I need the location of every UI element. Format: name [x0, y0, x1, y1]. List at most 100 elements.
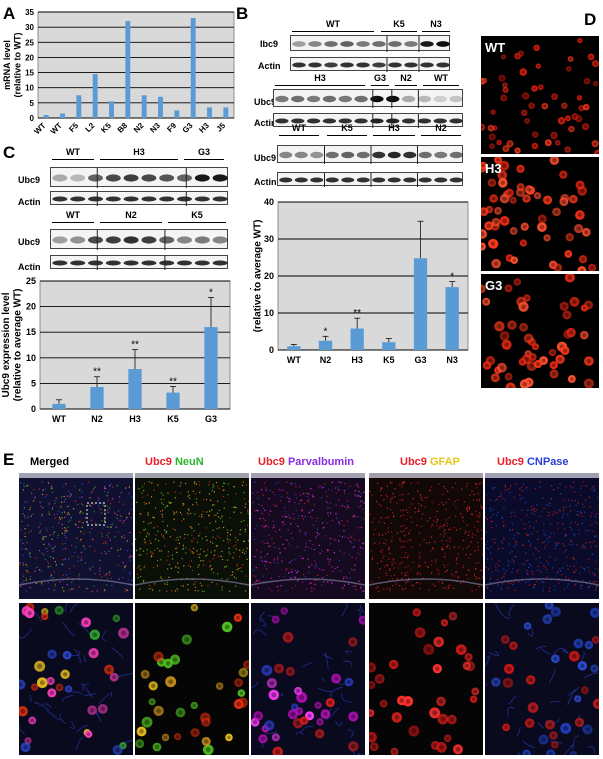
cell-dot	[273, 524, 275, 527]
cell-dot	[152, 566, 154, 569]
cell-nucleus	[516, 149, 519, 152]
cell-dot	[476, 515, 478, 517]
cell-dot	[457, 499, 459, 501]
x-tick-label: WT	[52, 414, 66, 424]
cell-nucleus	[500, 76, 504, 80]
blot-group-label: H3	[388, 123, 400, 133]
cell-nucleus	[545, 236, 549, 240]
cell-dot	[584, 569, 586, 571]
cell-dot	[270, 577, 272, 579]
cell-dot	[401, 588, 403, 590]
cell-dot	[254, 538, 256, 540]
cell-dot	[567, 514, 569, 516]
blot-group-label: G3	[197, 147, 210, 157]
e-zoom-3	[369, 603, 483, 755]
cell	[491, 258, 501, 269]
cell-dot	[567, 583, 569, 585]
cell-dot	[405, 551, 407, 554]
cell-dot	[248, 540, 249, 542]
cell-dot	[257, 491, 259, 493]
cell-dot	[580, 485, 582, 487]
cell-nucleus	[587, 643, 591, 647]
cell-dot	[402, 499, 404, 501]
cell-dot	[597, 569, 599, 571]
cell-dot	[471, 590, 473, 592]
bar	[223, 107, 229, 118]
cell-dot	[330, 538, 332, 540]
cell-dot	[208, 493, 211, 495]
cell-dot	[595, 516, 597, 519]
cell-dot	[268, 588, 270, 590]
cell-dot	[90, 505, 92, 507]
cell-dot	[152, 552, 154, 555]
band	[372, 41, 386, 47]
cell-dot	[301, 557, 303, 560]
cell-dot	[126, 589, 129, 591]
cell-dot	[504, 484, 507, 486]
cell-dot	[329, 512, 332, 514]
cell-dot	[216, 512, 219, 514]
cell-nucleus	[563, 725, 569, 731]
cell-dot	[93, 503, 95, 505]
cell-nucleus	[438, 699, 444, 704]
cell-dot	[411, 584, 414, 586]
cell-dot	[143, 565, 145, 567]
fiber	[345, 650, 353, 656]
blot-c-actin-1	[50, 191, 228, 206]
cell-dot	[549, 587, 551, 589]
cell-dot	[64, 498, 66, 500]
blot-group-label: WT	[66, 147, 80, 157]
cell-dot	[385, 517, 387, 519]
band	[370, 95, 384, 103]
cell-dot	[399, 510, 401, 512]
e-header-part: Parvalbumin	[287, 456, 354, 468]
cell-dot	[310, 582, 312, 585]
cell-dot	[554, 585, 556, 588]
cell-dot	[254, 510, 256, 512]
cell	[560, 346, 570, 356]
cell-dot	[531, 571, 533, 573]
x-tick-label: WT	[287, 355, 301, 365]
cell-dot	[261, 524, 263, 527]
cell-dot	[342, 578, 345, 580]
cell-dot	[446, 522, 448, 524]
cell-dot	[362, 542, 364, 544]
cell-nucleus	[537, 64, 540, 68]
cell-dot	[73, 485, 76, 487]
x-tick-label: N2	[91, 414, 103, 424]
bar	[141, 95, 147, 118]
band	[292, 41, 306, 47]
cell-dot	[285, 548, 287, 550]
cell-dot	[195, 483, 198, 485]
cell	[161, 733, 170, 742]
cell-dot	[43, 553, 45, 556]
cell-dot	[463, 501, 465, 503]
cell-dot	[392, 584, 394, 587]
cell-dot	[312, 495, 314, 498]
cell-dot	[106, 505, 109, 507]
cell-dot	[99, 507, 101, 509]
cell-dot	[309, 487, 312, 490]
cell-dot	[168, 501, 170, 503]
cell-dot	[140, 548, 142, 550]
cell	[135, 739, 145, 749]
cell	[379, 699, 388, 708]
cell	[559, 197, 569, 207]
cell-dot	[52, 550, 54, 552]
cell-dot	[286, 568, 288, 570]
cell	[64, 685, 73, 693]
cell-dot	[573, 565, 575, 567]
cell-dot	[53, 589, 55, 591]
cell-dot	[93, 511, 95, 513]
cell-dot	[424, 497, 426, 499]
cell-dot	[94, 522, 96, 524]
cell	[537, 214, 547, 224]
cell-dot	[247, 509, 249, 511]
cell-dot	[500, 495, 502, 497]
cell-dot	[241, 570, 243, 573]
cell-dot	[468, 506, 471, 509]
x-tick-label: K5	[383, 355, 395, 365]
cell	[261, 664, 273, 676]
cell	[397, 695, 407, 706]
cell	[280, 607, 289, 615]
